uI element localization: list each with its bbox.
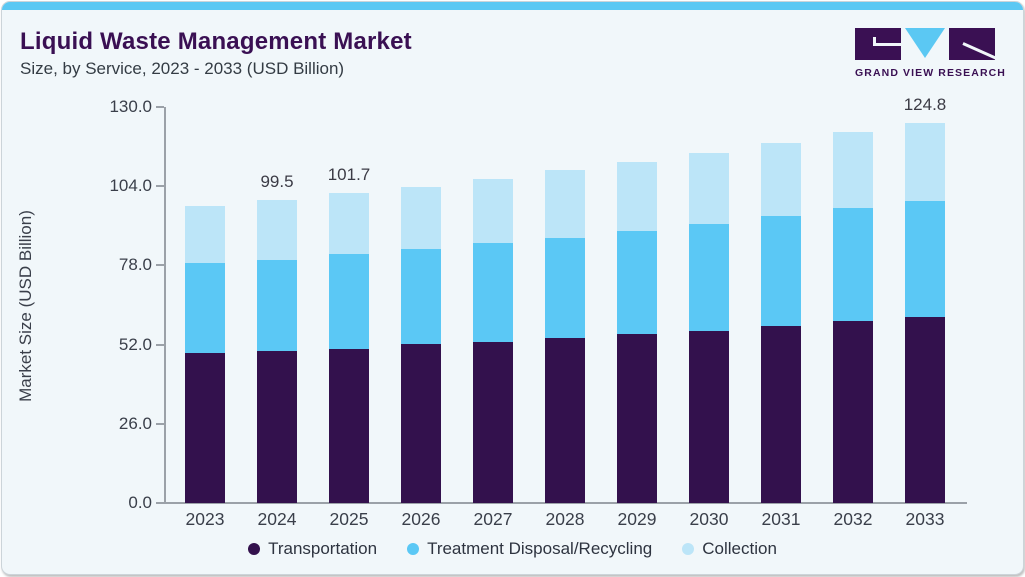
y-tick-label: 104.0 [109,176,152,196]
y-tick-mark [156,185,164,188]
bar-segment-collection[interactable] [185,206,225,264]
bar-2027[interactable] [473,178,513,503]
legend-item-collection[interactable]: Collection [682,539,777,559]
y-axis-line [164,107,166,503]
bar-2033[interactable] [905,122,945,503]
bar-value-label: 124.8 [903,94,947,114]
bar-segment-treatment-disposal-recycling[interactable] [329,254,369,349]
y-tick-mark [156,106,164,108]
x-tick-label: 2023 [185,509,225,529]
y-tick-label: 0.0 [128,493,152,512]
bar-segment-transportation[interactable] [473,341,513,503]
bar-segment-collection[interactable] [761,142,801,217]
bar-segment-transportation[interactable] [401,344,441,503]
y-tick-mark [156,422,164,425]
x-axis-line [164,502,967,504]
bar-segment-transportation[interactable] [833,321,873,503]
y-tick-label: 130.0 [109,97,152,116]
bar-2030[interactable] [689,152,729,503]
bar-segment-treatment-disposal-recycling[interactable] [545,237,585,339]
bar-segment-treatment-disposal-recycling[interactable] [617,230,657,334]
bar-segment-collection[interactable] [617,161,657,231]
y-tick-mark [156,264,164,267]
bar-segment-treatment-disposal-recycling[interactable] [761,216,801,326]
bar-segment-treatment-disposal-recycling[interactable] [689,223,729,331]
bar-segment-transportation[interactable] [761,325,801,503]
bar-segment-collection[interactable] [905,122,945,202]
x-tick-label: 2025 [329,509,369,529]
bar-2032[interactable] [833,132,873,503]
x-tick-label: 2031 [761,509,801,529]
x-tick-label: 2032 [833,509,873,529]
bar-2029[interactable] [617,161,657,503]
bar-segment-transportation[interactable] [617,333,657,503]
x-tick-label: 2027 [473,509,513,529]
bar-2026[interactable] [401,186,441,503]
x-tick-label: 2029 [617,509,657,529]
y-tick-mark [156,343,164,346]
legend-label: Treatment Disposal/Recycling [427,539,653,558]
bar-segment-treatment-disposal-recycling[interactable] [401,248,441,345]
bar-segment-collection[interactable] [689,152,729,224]
grand-view-research-logo: GRAND VIEW RESEARCH [855,28,1006,79]
legend-color-dot [248,543,261,555]
bar-segment-collection[interactable] [473,178,513,244]
bar-segment-collection[interactable] [833,132,873,209]
y-tick-label: 26.0 [118,413,152,433]
legend-color-dot [682,543,695,555]
bar-segment-treatment-disposal-recycling[interactable] [905,201,945,317]
bar-2028[interactable] [545,170,585,503]
bar-2024[interactable] [257,199,297,503]
x-tick-label: 2030 [689,509,729,529]
bar-segment-treatment-disposal-recycling[interactable] [473,243,513,342]
chart-legend: Transportation Treatment Disposal/Recycli… [2,539,1023,559]
logo-wordmark: GRAND VIEW RESEARCH [855,67,1006,79]
bar-segment-transportation[interactable] [329,348,369,503]
legend-label: Transportation [268,539,378,558]
x-tick-label: 2024 [257,509,297,529]
bar-2031[interactable] [761,142,801,503]
legend-item-transportation[interactable]: Transportation [248,539,377,559]
bar-2025[interactable] [329,193,369,503]
logo-v-triangle [905,28,945,58]
x-tick-label: 2028 [545,509,585,529]
page-subtitle: Size, by Service, 2023 - 2033 (USD Billi… [20,59,345,78]
bar-segment-collection[interactable] [329,193,369,255]
bar-segment-collection[interactable] [545,170,585,238]
legend-color-dot [407,543,420,555]
page-title: Liquid Waste Management Market [20,28,412,55]
y-tick-label: 78.0 [118,255,152,275]
bar-segment-transportation[interactable] [257,351,297,503]
legend-item-treatment-disposal-recycling[interactable]: Treatment Disposal/Recycling [407,539,652,559]
logo-r-block [949,28,995,60]
bar-value-label: 99.5 [260,171,294,191]
bar-segment-treatment-disposal-recycling[interactable] [257,259,297,352]
bar-segment-transportation[interactable] [905,316,945,503]
bar-segment-treatment-disposal-recycling[interactable] [833,208,873,322]
bar-2023[interactable] [185,206,225,503]
logo-g-block [855,28,901,60]
bar-segment-collection[interactable] [401,186,441,249]
accent-top-bar [2,2,1023,10]
y-tick-label: 52.0 [118,334,152,354]
bar-segment-transportation[interactable] [185,353,225,503]
bar-segment-treatment-disposal-recycling[interactable] [185,263,225,354]
bar-segment-transportation[interactable] [689,330,729,503]
y-axis-title: Market Size (USD Billion) [16,210,35,402]
bar-value-label: 101.7 [327,165,371,185]
y-tick-mark [156,502,164,504]
x-tick-label: 2033 [905,509,945,529]
x-tick-label: 2026 [401,509,441,529]
bar-segment-collection[interactable] [257,199,297,260]
gvr-logo-icon [855,28,995,61]
bar-segment-transportation[interactable] [545,338,585,503]
legend-label: Collection [702,539,777,558]
